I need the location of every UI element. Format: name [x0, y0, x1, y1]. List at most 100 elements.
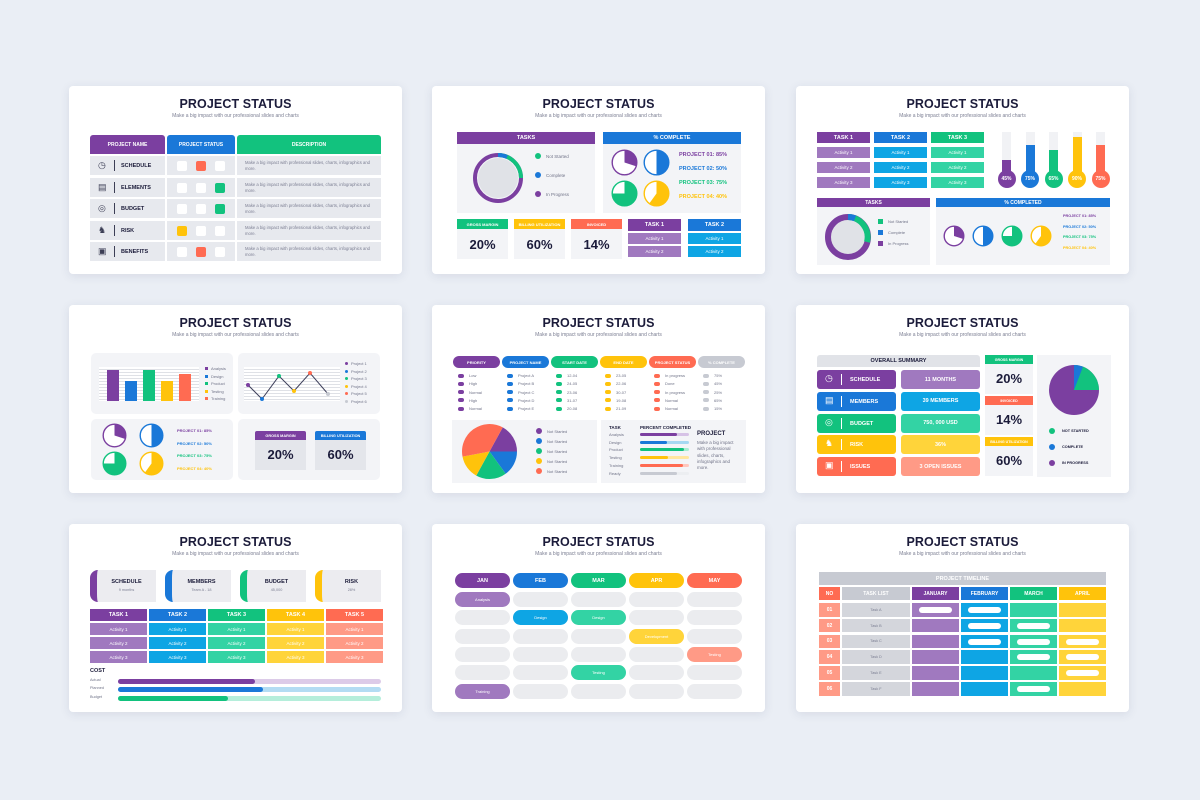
activity-cell[interactable]: Activity 1 — [208, 623, 265, 635]
timeline-slot[interactable] — [513, 592, 568, 607]
timeline-entry[interactable]: Analysis — [455, 592, 510, 607]
status-indicator[interactable] — [215, 161, 225, 171]
presentation-icon: ▣ — [98, 246, 107, 256]
timeline-bar[interactable] — [1017, 654, 1050, 661]
activity-cell[interactable]: Activity 2 — [149, 637, 206, 649]
status-indicator[interactable] — [177, 247, 187, 257]
activity-cell[interactable]: Activity 1 — [688, 233, 741, 244]
activity-cell[interactable]: Activity 2 — [208, 637, 265, 649]
timeline-slot[interactable] — [687, 665, 742, 681]
timeline-slot[interactable] — [571, 646, 626, 662]
timeline-bar[interactable] — [1017, 686, 1050, 692]
timeline-slot[interactable] — [687, 610, 742, 626]
timeline-entry[interactable]: Development — [629, 628, 684, 644]
timeline-entry[interactable]: Testing — [571, 665, 626, 681]
activity-cell[interactable]: Activity 3 — [874, 177, 927, 188]
timeline-slot[interactable] — [571, 592, 626, 607]
timeline-slot[interactable] — [629, 592, 684, 607]
timeline-slot[interactable] — [455, 628, 510, 644]
timeline-slot[interactable] — [455, 610, 510, 626]
activity-cell[interactable]: Activity 3 — [817, 177, 870, 188]
slide-4-charts[interactable]: PROJECT STATUS Make a big impact with ou… — [69, 305, 402, 493]
status-indicator[interactable] — [196, 161, 206, 171]
timeline-slot[interactable] — [455, 665, 510, 681]
slide-6-overall-summary[interactable]: PROJECT STATUS Make a big impact with ou… — [796, 305, 1129, 493]
status-indicator[interactable] — [215, 225, 225, 236]
slide-5-project-table[interactable]: PROJECT STATUS Make a big impact with ou… — [432, 305, 765, 493]
activity-cell[interactable]: Activity 3 — [267, 651, 324, 663]
slide-7-tasks-cost[interactable]: PROJECT STATUS Make a big impact with ou… — [69, 524, 402, 712]
slide-2-tasks-complete[interactable]: PROJECT STATUS Make a big impact with ou… — [432, 86, 765, 274]
timeline-slot[interactable] — [513, 628, 568, 644]
activity-cell[interactable]: Activity 2 — [931, 162, 984, 173]
timeline-entry[interactable]: Testing — [687, 646, 742, 662]
timeline-slot[interactable] — [513, 683, 568, 699]
activity-cell[interactable]: Activity 2 — [326, 637, 383, 649]
timeline-bar[interactable] — [1066, 670, 1099, 677]
status-indicator[interactable] — [177, 161, 187, 171]
status-indicator[interactable] — [196, 247, 206, 257]
activity-cell[interactable]: Activity 1 — [817, 147, 870, 158]
timeline-slot[interactable] — [629, 610, 684, 626]
divider — [841, 395, 842, 407]
activity-cell[interactable]: Activity 1 — [267, 623, 324, 635]
status-indicator[interactable] — [177, 182, 187, 193]
activity-cell[interactable]: Activity 1 — [931, 147, 984, 158]
timeline-slot[interactable] — [513, 646, 568, 662]
timeline-bar[interactable] — [1017, 622, 1050, 629]
timeline-slot[interactable] — [629, 646, 684, 662]
timeline-bar[interactable] — [968, 607, 1001, 613]
timeline-bar[interactable] — [968, 622, 1001, 629]
timeline-slot[interactable] — [687, 592, 742, 607]
timeline-slot[interactable] — [455, 646, 510, 662]
timeline-entry[interactable]: Design — [513, 610, 568, 626]
activity-cell[interactable]: Activity 2 — [874, 162, 927, 173]
project-percent-label: PROJECT 01: 85% — [1063, 214, 1097, 218]
status-indicator[interactable] — [215, 182, 225, 193]
slide-9-project-timeline[interactable]: PROJECT STATUS Make a big impact with ou… — [796, 524, 1129, 712]
activity-cell[interactable]: Activity 1 — [326, 623, 383, 635]
status-indicator[interactable] — [177, 225, 187, 236]
timeline-bar[interactable] — [968, 638, 1001, 645]
timeline-slot[interactable] — [571, 683, 626, 699]
status-indicator[interactable] — [215, 247, 225, 257]
activity-cell[interactable]: Activity 1 — [149, 623, 206, 635]
timeline-entry[interactable]: Training — [455, 683, 510, 699]
activity-cell[interactable]: Activity 2 — [267, 637, 324, 649]
activity-cell[interactable]: Activity 3 — [90, 651, 147, 663]
timeline-slot[interactable] — [687, 628, 742, 644]
legend-item: Project 4 — [345, 384, 367, 389]
timeline-slot[interactable] — [629, 665, 684, 681]
timeline-slot[interactable] — [629, 683, 684, 699]
timeline-bar[interactable] — [1017, 638, 1050, 645]
timeline-bar[interactable] — [919, 607, 952, 613]
activity-cell[interactable]: Activity 1 — [628, 233, 681, 244]
legend-dot — [345, 362, 348, 365]
activity-cell[interactable]: Activity 1 — [90, 623, 147, 635]
activity-cell[interactable]: Activity 2 — [688, 246, 741, 257]
activity-cell[interactable]: Activity 3 — [149, 651, 206, 663]
tasks-header: TASKS — [457, 132, 595, 144]
activity-cell[interactable]: Activity 3 — [931, 177, 984, 188]
status-indicator[interactable] — [215, 204, 225, 214]
activity-cell[interactable]: Activity 2 — [90, 637, 147, 649]
table-cell: 24-05 — [567, 381, 578, 387]
slide-1-status-table[interactable]: PROJECT STATUS Make a big impact with ou… — [69, 86, 402, 274]
activity-cell[interactable]: Activity 3 — [208, 651, 265, 663]
timeline-slot[interactable] — [571, 628, 626, 644]
status-indicator[interactable] — [196, 225, 206, 236]
timeline-slot[interactable] — [513, 665, 568, 681]
slide-8-monthly-timeline[interactable]: PROJECT STATUS Make a big impact with ou… — [432, 524, 765, 712]
activity-cell[interactable]: Activity 2 — [628, 246, 681, 257]
timeline-entry[interactable]: Design — [571, 610, 626, 626]
activity-cell[interactable]: Activity 1 — [874, 147, 927, 158]
activity-cell[interactable]: Activity 3 — [326, 651, 383, 663]
status-indicator[interactable] — [196, 182, 206, 193]
timeline-slot[interactable] — [687, 683, 742, 699]
status-indicator[interactable] — [196, 204, 206, 214]
activity-cell[interactable]: Activity 2 — [817, 162, 870, 173]
slide-3-thermometers[interactable]: PROJECT STATUS Make a big impact with ou… — [796, 86, 1129, 274]
status-indicator[interactable] — [177, 204, 187, 214]
timeline-bar[interactable] — [1066, 654, 1099, 661]
timeline-bar[interactable] — [1066, 638, 1099, 645]
